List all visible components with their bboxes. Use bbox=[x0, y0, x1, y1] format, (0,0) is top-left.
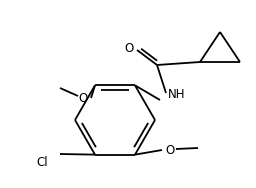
Text: NH: NH bbox=[168, 89, 186, 102]
Text: O: O bbox=[165, 143, 175, 156]
Text: Cl: Cl bbox=[36, 155, 48, 168]
Text: O: O bbox=[78, 92, 88, 105]
Text: O: O bbox=[124, 42, 134, 55]
